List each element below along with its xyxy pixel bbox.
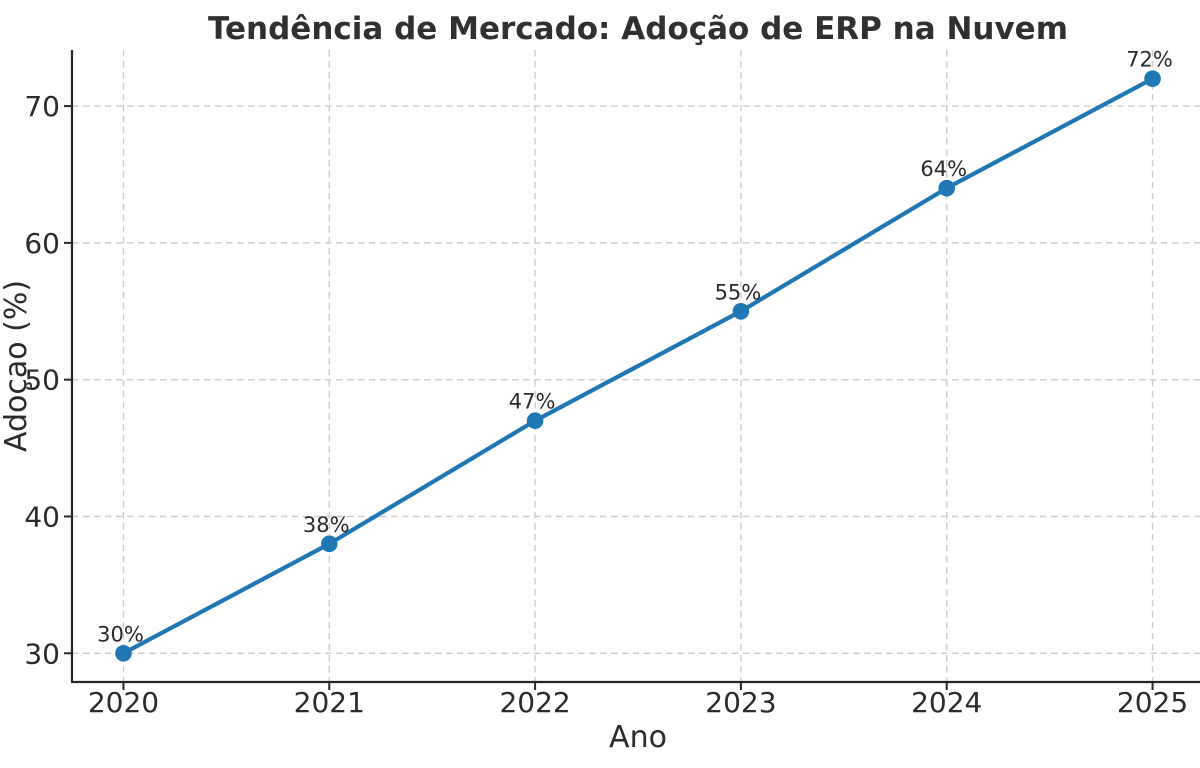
x-tick-label: 2025 bbox=[1117, 686, 1188, 719]
chart-title: Tendência de Mercado: Adoção de ERP na N… bbox=[208, 11, 1068, 47]
data-point-label: 55% bbox=[715, 280, 762, 304]
y-tick-label: 40 bbox=[24, 500, 60, 533]
x-tick-label: 2020 bbox=[88, 686, 159, 719]
x-tick-label: 2021 bbox=[294, 686, 365, 719]
data-point-marker bbox=[938, 179, 956, 197]
data-point-marker bbox=[320, 535, 338, 553]
data-point-label: 38% bbox=[303, 513, 350, 537]
point-labels-layer: 30% 38% 47% 55% 64% 72% bbox=[97, 48, 1173, 647]
data-point-marker bbox=[1144, 70, 1161, 88]
y-tick-label: 60 bbox=[24, 227, 60, 260]
data-point-marker bbox=[732, 302, 750, 320]
data-point-label: 72% bbox=[1126, 48, 1173, 72]
y-tick-label: 30 bbox=[24, 637, 60, 670]
x-tick-label: 2024 bbox=[911, 686, 982, 719]
y-tick-label: 50 bbox=[24, 364, 60, 397]
trend-line bbox=[121, 76, 1155, 656]
series-layer bbox=[115, 70, 1161, 662]
grid-layer bbox=[72, 50, 1200, 682]
y-tick-label: 70 bbox=[24, 90, 60, 123]
x-tick-label: 2023 bbox=[705, 686, 776, 719]
x-tick-label: 2022 bbox=[499, 686, 570, 719]
data-point-marker bbox=[526, 412, 544, 430]
y-axis-label: Adoçao (%) bbox=[0, 280, 34, 452]
x-axis-label: Ano bbox=[609, 720, 667, 755]
data-point-label: 30% bbox=[97, 622, 144, 646]
data-point-label: 47% bbox=[509, 390, 556, 414]
data-point-label: 64% bbox=[920, 157, 967, 181]
data-point-marker bbox=[115, 644, 132, 662]
axes-layer: 30 40 50 60 70 2020 2021 2022 2023 2024 2025 bbox=[24, 50, 1200, 719]
